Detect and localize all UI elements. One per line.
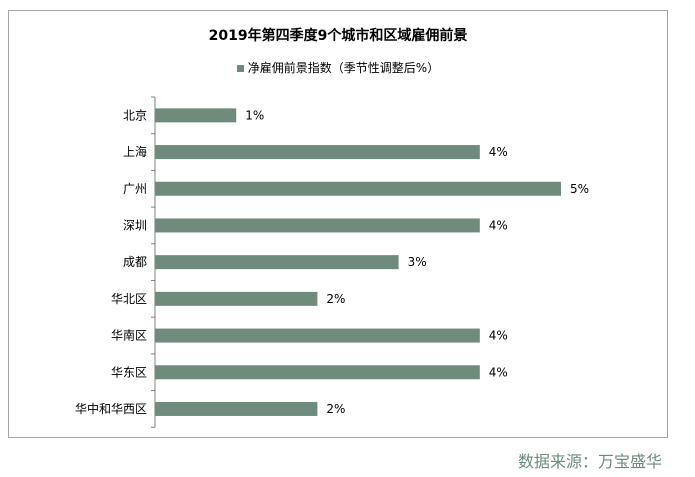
- bar: [155, 255, 399, 270]
- data-label: 5%: [570, 182, 589, 196]
- data-label: 4%: [489, 365, 508, 379]
- category-label: 华北区: [111, 292, 147, 306]
- category-label: 华东区: [111, 365, 147, 379]
- category-label: 深圳: [123, 218, 147, 232]
- bar: [155, 181, 561, 196]
- legend-swatch: [236, 65, 244, 72]
- chart-frame: 2019年第四季度9个城市和区域雇佣前景 净雇佣前景指数（季节性调整后%） 北京…: [8, 10, 668, 438]
- bar: [155, 145, 480, 160]
- source-note: 数据来源：万宝盛华: [518, 452, 663, 471]
- bar-plot: 北京 1% 上海 4% 广州 5% 深圳 4% 成都 3% 华北区 2% 华南区 4% 华东区 4% 华中和华西…: [75, 96, 589, 428]
- category-label: 华南区: [111, 328, 147, 343]
- chart-title: 2019年第四季度9个城市和区域雇佣前景: [208, 28, 468, 44]
- category-label: 成都: [123, 255, 147, 269]
- category-label: 华中和华西区: [75, 401, 147, 416]
- bar: [155, 365, 480, 380]
- chart-legend: 净雇佣前景指数（季节性调整后%）: [9, 59, 667, 76]
- data-label: 4%: [489, 218, 508, 232]
- data-label: 4%: [489, 145, 508, 159]
- category-label: 广州: [123, 182, 147, 196]
- category-label: 上海: [123, 144, 147, 159]
- data-label: 4%: [489, 329, 508, 343]
- bar: [155, 218, 480, 233]
- data-label: 1%: [245, 108, 264, 122]
- bar: [155, 401, 318, 416]
- legend-label: 净雇佣前景指数（季节性调整后%）: [247, 61, 440, 75]
- data-label: 2%: [326, 292, 345, 306]
- data-label: 2%: [326, 402, 345, 416]
- category-label: 北京: [123, 108, 147, 122]
- data-label: 3%: [408, 255, 427, 269]
- bar: [155, 291, 318, 306]
- bar: [155, 108, 237, 123]
- bar: [155, 328, 480, 343]
